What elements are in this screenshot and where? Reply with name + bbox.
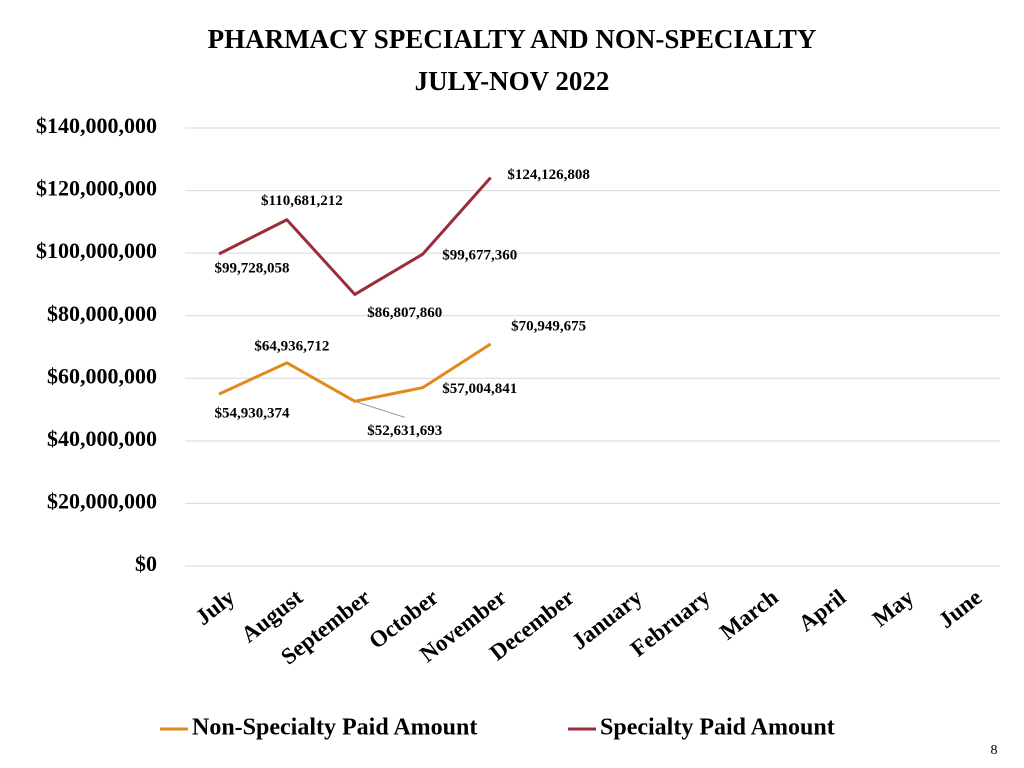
x-tick-label: May — [868, 584, 919, 632]
data-label: $64,936,712 — [254, 338, 329, 354]
data-label: $52,631,693 — [367, 423, 442, 439]
y-tick-label: $140,000,000 — [36, 113, 157, 138]
y-tick-label: $20,000,000 — [47, 488, 157, 513]
data-label: $110,681,212 — [261, 193, 343, 209]
data-label: $99,677,360 — [442, 248, 517, 264]
x-tick-label: March — [715, 584, 783, 644]
y-tick-label: $60,000,000 — [47, 363, 157, 388]
series-line — [218, 176, 492, 296]
y-tick-label: $0 — [135, 551, 157, 576]
data-label: $86,807,860 — [367, 305, 442, 321]
data-label: $124,126,808 — [507, 167, 590, 183]
y-tick-label: $120,000,000 — [36, 176, 157, 201]
slide-number: 8 — [991, 743, 998, 758]
y-tick-label: $80,000,000 — [47, 301, 157, 326]
x-tick-label: June — [934, 584, 987, 633]
leader-line — [354, 400, 405, 418]
y-tick-label: $40,000,000 — [47, 426, 157, 451]
chart-subtitle: JULY-NOV 2022 — [415, 66, 610, 96]
x-tick-label: July — [191, 584, 240, 630]
legend-label: Non-Specialty Paid Amount — [192, 715, 477, 741]
data-label: $54,930,374 — [214, 406, 290, 422]
x-tick-label: April — [794, 584, 851, 636]
data-label: $57,004,841 — [442, 381, 517, 397]
legend-label: Specialty Paid Amount — [600, 715, 835, 741]
data-label: $99,728,058 — [214, 260, 289, 276]
chart-title: PHARMACY SPECIALTY AND NON-SPECIALTY — [208, 24, 817, 54]
y-tick-label: $100,000,000 — [36, 238, 157, 263]
data-label: $70,949,675 — [511, 318, 586, 334]
